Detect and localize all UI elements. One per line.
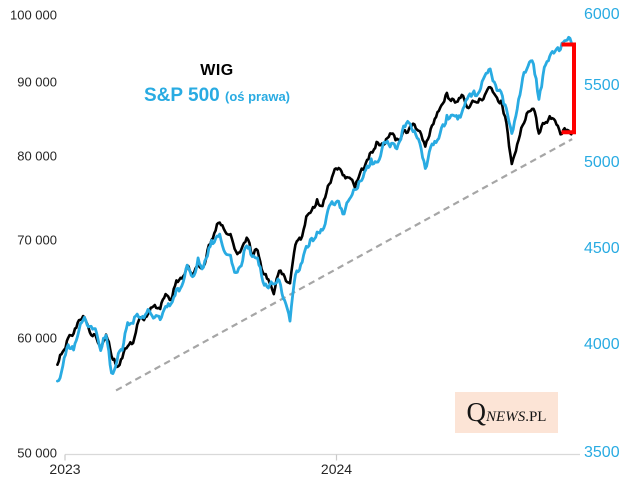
left-tick-label: 80 000 xyxy=(17,148,57,164)
right-tick-label: 4500 xyxy=(584,239,620,257)
left-tick-label: 50 000 xyxy=(17,445,57,461)
left-tick-label: 60 000 xyxy=(17,330,57,346)
right-axis-note: (oś prawa) xyxy=(224,89,290,104)
wig-line xyxy=(56,85,573,369)
right-tick-label: 6000 xyxy=(584,6,620,23)
right-tick-label: 3500 xyxy=(584,444,620,461)
highlight-bracket xyxy=(561,42,576,135)
trendline xyxy=(115,138,573,392)
x-tick-label: 2023 xyxy=(49,461,81,477)
series-label-sp500: S&P 500 (oś prawa) xyxy=(67,85,367,107)
left-tick-label: 100 000 xyxy=(10,7,57,23)
left-tick-label: 70 000 xyxy=(17,232,57,248)
qnews-logo: QNEWS.PL xyxy=(455,392,558,433)
qnews-logo-q: Q xyxy=(466,397,487,427)
right-tick-label: 5500 xyxy=(584,76,620,94)
series-label-wig: WIG xyxy=(200,62,234,79)
qnews-logo-pl: .PL xyxy=(525,409,547,425)
sp500-label: S&P 500 xyxy=(144,85,220,106)
left-tick-label: 90 000 xyxy=(17,74,57,90)
qnews-logo-news: NEWS xyxy=(486,409,526,425)
x-tick-label: 2024 xyxy=(320,461,353,477)
sp500-line xyxy=(56,35,573,383)
right-tick-label: 5000 xyxy=(584,154,620,172)
right-tick-label: 4000 xyxy=(584,335,620,353)
